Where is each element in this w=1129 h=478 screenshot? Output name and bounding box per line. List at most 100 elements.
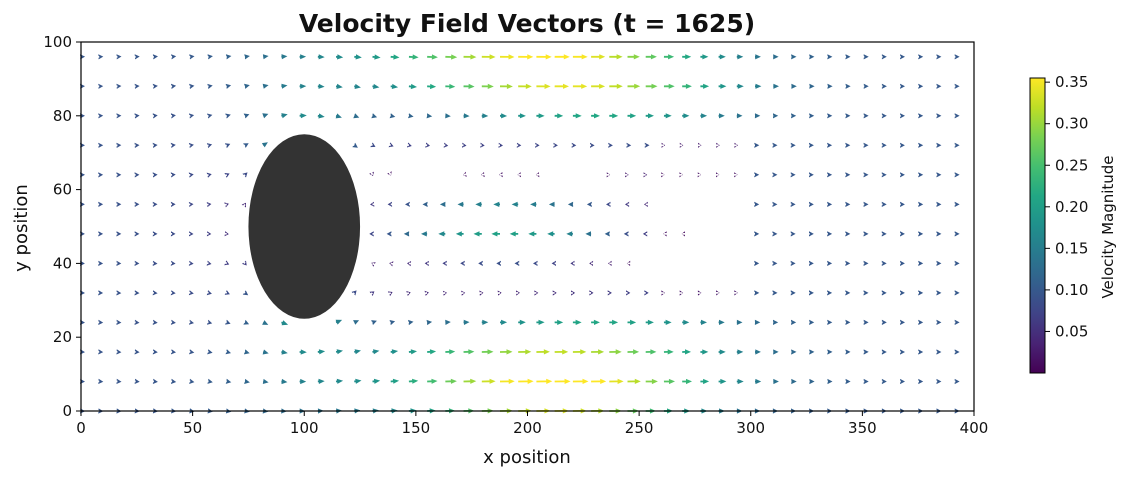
velocity-arrow	[242, 290, 249, 296]
velocity-arrow	[479, 290, 484, 296]
velocity-arrow	[591, 54, 606, 60]
velocity-arrow	[408, 378, 419, 384]
velocity-arrow	[863, 83, 869, 89]
velocity-arrow	[514, 260, 520, 266]
velocity-arrow	[791, 319, 797, 325]
y-tick-label: 100	[43, 33, 72, 51]
velocity-arrow	[681, 231, 685, 237]
velocity-arrow	[827, 54, 833, 60]
velocity-arrow	[551, 260, 556, 266]
velocity-arrow	[206, 172, 212, 178]
velocity-arrow	[772, 260, 778, 266]
velocity-arrow	[548, 201, 555, 207]
velocity-arrow	[827, 349, 833, 355]
velocity-arrow	[518, 349, 532, 355]
velocity-arrow	[262, 83, 269, 89]
velocity-arrow	[827, 378, 833, 385]
y-axis-ticks: 0 20 40 60 80 100	[43, 33, 81, 420]
velocity-arrow	[936, 378, 942, 385]
velocity-arrow	[98, 231, 104, 237]
y-tick-label: 60	[53, 181, 72, 199]
velocity-arrow	[936, 172, 942, 178]
velocity-arrow	[918, 142, 924, 148]
velocity-arrow	[609, 319, 619, 325]
velocity-arrow	[572, 378, 589, 384]
x-tick-label: 50	[183, 419, 202, 437]
x-tick-label: 250	[625, 419, 654, 437]
velocity-arrow	[718, 378, 727, 385]
velocity-arrow	[772, 201, 778, 207]
velocity-arrow	[682, 378, 692, 385]
velocity-arrow	[517, 172, 521, 178]
velocity-arrow	[697, 290, 702, 296]
velocity-arrow	[299, 113, 307, 119]
velocity-arrow	[809, 290, 814, 296]
velocity-arrow	[663, 349, 674, 355]
x-tick-label: 350	[848, 419, 877, 437]
velocity-arrow	[207, 319, 213, 325]
velocity-arrow	[663, 83, 675, 89]
velocity-arrow	[700, 54, 709, 60]
colorbar-gradient	[1029, 77, 1046, 374]
velocity-arrow	[189, 319, 194, 325]
velocity-arrow	[116, 231, 122, 237]
velocity-arrow	[586, 201, 592, 207]
velocity-arrow	[317, 349, 326, 355]
velocity-arrow	[772, 172, 778, 178]
velocity-arrow	[700, 319, 707, 325]
velocity-arrow	[845, 378, 851, 385]
colorbar-tick-label: 0.10	[1055, 281, 1088, 299]
velocity-arrow	[627, 319, 637, 325]
velocity-arrow	[481, 54, 496, 60]
velocity-arrow	[734, 142, 738, 148]
velocity-arrow	[791, 54, 797, 60]
velocity-arrow	[206, 260, 212, 266]
velocity-arrow	[918, 349, 924, 355]
y-tick-label: 20	[53, 328, 72, 346]
velocity-arrow	[481, 172, 485, 178]
velocity-arrow	[881, 260, 887, 266]
velocity-arrow	[627, 378, 641, 384]
x-tick-label: 400	[960, 419, 989, 437]
velocity-arrow	[881, 319, 887, 325]
velocity-arrow	[188, 201, 194, 207]
velocity-arrow	[473, 231, 482, 237]
velocity-arrow	[736, 349, 744, 355]
velocity-arrow	[626, 260, 631, 266]
velocity-arrow	[900, 142, 905, 148]
velocity-arrow	[591, 113, 600, 119]
velocity-arrow	[152, 201, 158, 207]
colorbar-label: Velocity Magnitude	[1099, 155, 1117, 298]
velocity-arrow	[718, 113, 725, 119]
velocity-arrow	[881, 201, 887, 207]
velocity-arrow	[134, 231, 140, 237]
velocity-arrow	[134, 142, 140, 148]
y-tick-label: 80	[53, 107, 72, 125]
velocity-arrow	[403, 231, 410, 237]
velocity-arrow	[188, 142, 194, 148]
velocity-arrow	[243, 319, 250, 325]
velocity-arrow	[791, 378, 797, 385]
velocity-arrow	[389, 320, 396, 326]
velocity-arrow	[643, 172, 648, 178]
velocity-arrow	[442, 260, 447, 266]
velocity-arrow	[299, 349, 307, 355]
velocity-arrow	[299, 54, 307, 60]
velocity-arrow	[845, 83, 851, 89]
velocity-arrow	[241, 202, 246, 208]
velocity-arrow	[718, 349, 726, 355]
velocity-arrow	[281, 320, 289, 326]
velocity-arrow	[626, 142, 632, 148]
velocity-arrow	[585, 231, 592, 237]
velocity-arrow	[354, 378, 362, 384]
velocity-arrow	[500, 83, 513, 89]
velocity-arrow	[480, 142, 485, 148]
velocity-arrow	[371, 320, 377, 325]
velocity-arrow	[682, 54, 692, 60]
velocity-arrow	[918, 378, 924, 385]
velocity-arrow	[734, 172, 738, 178]
velocity-arrow	[773, 113, 779, 119]
x-axis-ticks: 0 50 100 150 200 250 300 350 400	[76, 411, 988, 437]
velocity-arrow	[189, 113, 195, 119]
velocity-arrow	[791, 349, 797, 355]
